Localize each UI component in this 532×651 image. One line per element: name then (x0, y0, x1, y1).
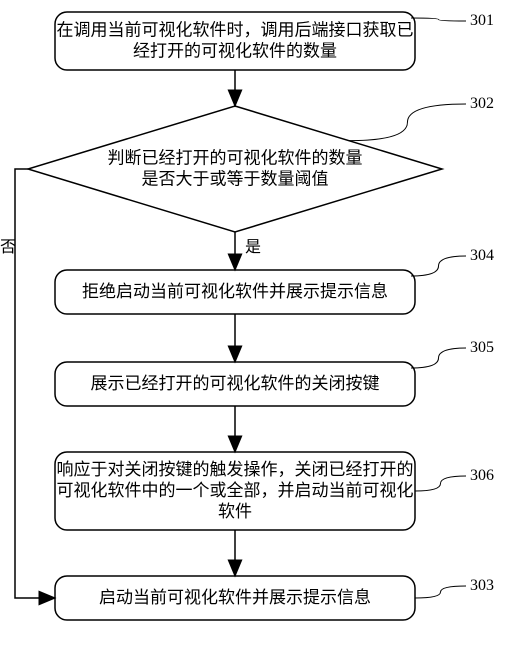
svg-text:302: 302 (470, 95, 494, 112)
svg-text:软件: 软件 (218, 502, 252, 521)
svg-text:启动当前可视化软件并展示提示信息: 启动当前可视化软件并展示提示信息 (99, 588, 371, 607)
svg-text:304: 304 (470, 247, 494, 264)
svg-text:是否大于或等于数量阈值: 是否大于或等于数量阈值 (142, 170, 329, 189)
svg-text:是: 是 (245, 239, 261, 256)
svg-text:可视化软件中的一个或全部，并启动当前可视化: 可视化软件中的一个或全部，并启动当前可视化 (57, 481, 414, 500)
svg-text:经打开的可视化软件的数量: 经打开的可视化软件的数量 (133, 42, 337, 61)
svg-text:305: 305 (470, 339, 494, 356)
flowchart: 在调用当前可视化软件时，调用后端接口获取已经打开的可视化软件的数量 301 判断已经… (0, 0, 532, 651)
svg-text:判断已经打开的可视化软件的数量: 判断已经打开的可视化软件的数量 (108, 149, 363, 168)
svg-text:301: 301 (470, 12, 494, 29)
svg-text:拒绝启动当前可视化软件并展示提示信息: 拒绝启动当前可视化软件并展示提示信息 (82, 282, 388, 301)
svg-text:否: 否 (0, 239, 16, 256)
svg-text:响应于对关闭按键的触发操作，关闭已经打开的: 响应于对关闭按键的触发操作，关闭已经打开的 (57, 460, 414, 479)
svg-text:在调用当前可视化软件时，调用后端接口获取已: 在调用当前可视化软件时，调用后端接口获取已 (57, 21, 414, 40)
svg-text:306: 306 (470, 467, 494, 484)
svg-text:303: 303 (470, 577, 494, 594)
svg-text:展示已经打开的可视化软件的关闭按键: 展示已经打开的可视化软件的关闭按键 (91, 374, 380, 393)
